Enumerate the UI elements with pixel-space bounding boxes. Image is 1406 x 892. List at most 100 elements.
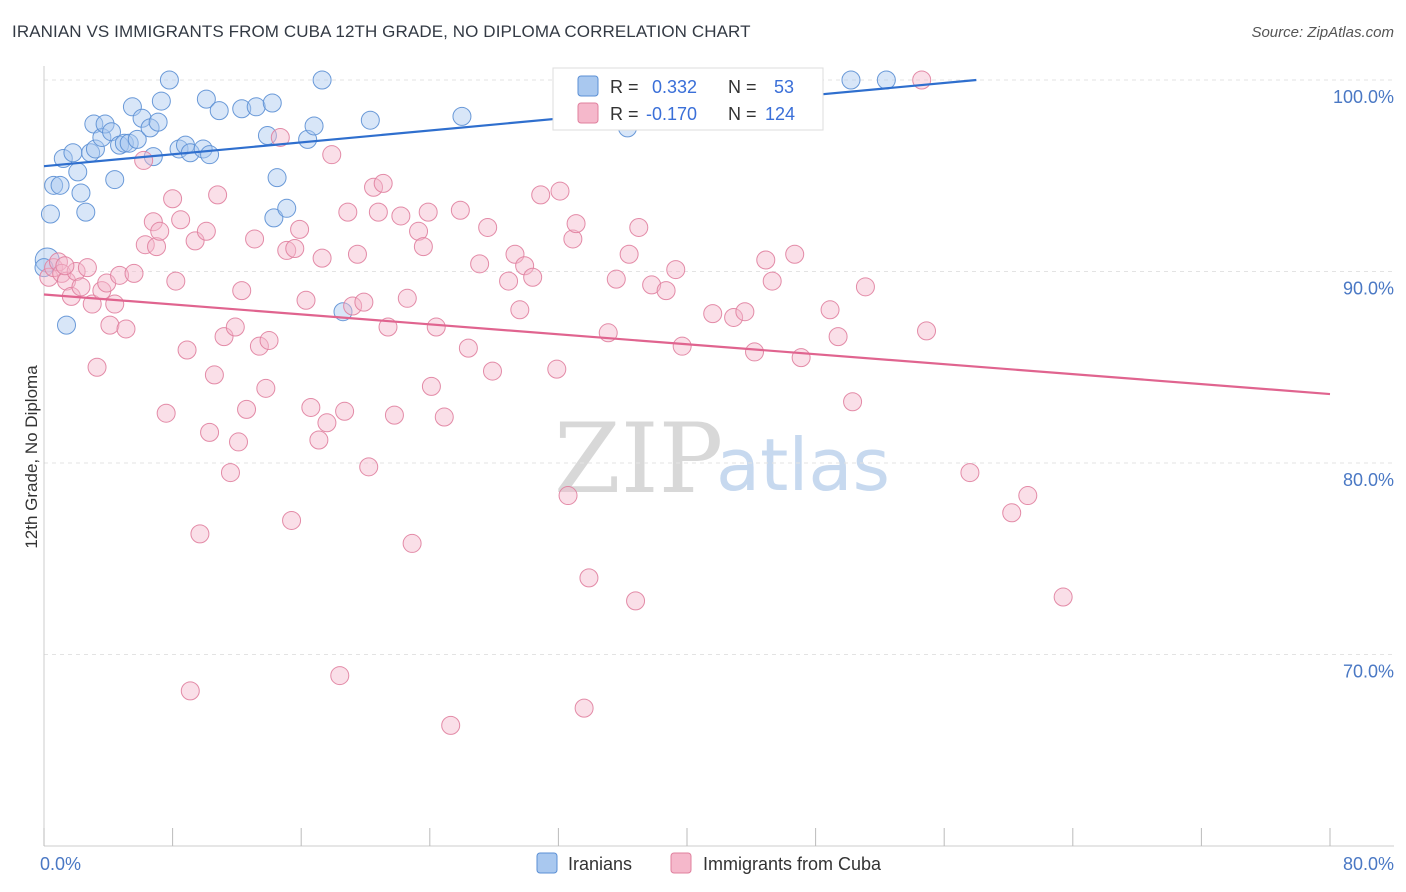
point-iranians bbox=[95, 114, 115, 134]
point-cuba bbox=[116, 319, 136, 339]
point-cuba bbox=[855, 277, 875, 297]
point-cuba bbox=[566, 214, 586, 234]
point-cuba bbox=[110, 265, 130, 285]
trendline-cuba bbox=[43, 293, 1331, 396]
x-tick-labels: 0.0% 80.0% bbox=[40, 854, 1394, 874]
point-cuba bbox=[574, 698, 594, 718]
legend-swatch-cuba bbox=[670, 852, 692, 874]
point-cuba bbox=[656, 281, 676, 301]
stats-legend: R = 0.332 N = 53 R = -0.170 N = 124 bbox=[552, 67, 824, 131]
point-cuba bbox=[256, 378, 276, 398]
point-cuba bbox=[762, 271, 782, 291]
point-cuba bbox=[820, 300, 840, 320]
stats-swatch-iranians bbox=[577, 75, 599, 97]
point-cuba bbox=[277, 240, 297, 260]
point-iranians bbox=[264, 208, 284, 228]
point-cuba bbox=[343, 296, 363, 316]
stats-n-value-cuba: 124 bbox=[765, 104, 795, 124]
point-cuba bbox=[163, 189, 183, 209]
point-iranians bbox=[57, 315, 77, 335]
stats-n-value-iranians: 53 bbox=[774, 77, 794, 97]
point-cuba bbox=[397, 288, 417, 308]
point-cuba bbox=[204, 365, 224, 385]
point-iranians bbox=[114, 133, 134, 153]
point-cuba bbox=[558, 486, 578, 506]
point-iranians bbox=[44, 175, 64, 195]
gridlines bbox=[44, 79, 1394, 655]
point-iranians bbox=[196, 89, 216, 109]
point-cuba bbox=[917, 321, 937, 341]
point-cuba bbox=[672, 336, 692, 356]
point-cuba bbox=[629, 217, 649, 237]
point-cuba bbox=[724, 307, 744, 327]
point-cuba bbox=[282, 510, 302, 530]
legend-label-iranians: Iranians bbox=[568, 854, 632, 874]
point-cuba bbox=[531, 185, 551, 205]
stats-r-value-iranians: 0.332 bbox=[652, 77, 697, 97]
point-cuba bbox=[270, 127, 290, 147]
point-cuba bbox=[413, 237, 433, 257]
point-cuba bbox=[208, 185, 228, 205]
point-cuba bbox=[338, 202, 358, 222]
point-iranians bbox=[68, 162, 88, 182]
point-cuba bbox=[434, 407, 454, 427]
point-iranians bbox=[209, 101, 229, 121]
legend-label-cuba: Immigrants from Cuba bbox=[703, 854, 882, 874]
point-iranians bbox=[262, 93, 282, 113]
point-cuba bbox=[391, 206, 411, 226]
point-iranians bbox=[841, 70, 861, 90]
point-cuba bbox=[100, 315, 120, 335]
point-cuba bbox=[66, 262, 86, 281]
point-cuba bbox=[523, 267, 543, 287]
point-cuba bbox=[478, 217, 498, 237]
point-iranians bbox=[105, 170, 125, 190]
point-cuba bbox=[745, 342, 765, 362]
point-iranians bbox=[50, 175, 70, 195]
point-cuba bbox=[87, 357, 107, 377]
point-cuba bbox=[249, 336, 269, 356]
point-cuba bbox=[418, 202, 438, 222]
point-cuba bbox=[347, 244, 367, 264]
point-cuba bbox=[259, 330, 279, 350]
point-iranians bbox=[304, 116, 324, 136]
point-cuba bbox=[317, 413, 337, 433]
point-cuba bbox=[409, 221, 429, 241]
point-cuba bbox=[77, 258, 97, 278]
point-cuba bbox=[200, 422, 220, 442]
point-cuba bbox=[458, 338, 478, 358]
point-cuba bbox=[237, 399, 257, 419]
point-cuba bbox=[177, 340, 197, 360]
watermark-atlas: atlas bbox=[716, 423, 890, 507]
point-iranians bbox=[159, 70, 179, 90]
point-cuba bbox=[185, 231, 205, 251]
legend-swatch-iranians bbox=[536, 852, 558, 874]
point-iranians bbox=[63, 143, 83, 163]
point-cuba bbox=[180, 681, 200, 701]
point-cuba bbox=[156, 403, 176, 423]
point-cuba bbox=[421, 376, 441, 396]
point-cuba bbox=[642, 275, 662, 295]
point-cuba bbox=[756, 250, 776, 270]
point-cuba bbox=[57, 271, 77, 291]
bottom-legend: Iranians Immigrants from Cuba bbox=[536, 852, 882, 874]
point-iranians bbox=[151, 91, 171, 111]
point-cuba bbox=[510, 300, 530, 320]
point-cuba bbox=[626, 591, 646, 611]
point-cuba bbox=[791, 348, 811, 368]
point-iranians bbox=[277, 198, 297, 218]
y-tick-label-1: 90.0% bbox=[1343, 279, 1394, 299]
point-cuba bbox=[579, 568, 599, 588]
point-cuba bbox=[843, 392, 863, 412]
point-cuba bbox=[214, 327, 234, 347]
point-cuba bbox=[55, 256, 75, 276]
y-tick-label-2: 80.0% bbox=[1343, 470, 1394, 490]
point-cuba bbox=[368, 202, 388, 222]
point-cuba bbox=[450, 200, 470, 220]
point-cuba bbox=[384, 405, 404, 425]
point-cuba bbox=[335, 401, 355, 421]
point-cuba bbox=[301, 397, 321, 417]
point-cuba bbox=[330, 666, 350, 686]
point-iranians bbox=[132, 108, 152, 128]
point-iranians bbox=[76, 202, 96, 222]
